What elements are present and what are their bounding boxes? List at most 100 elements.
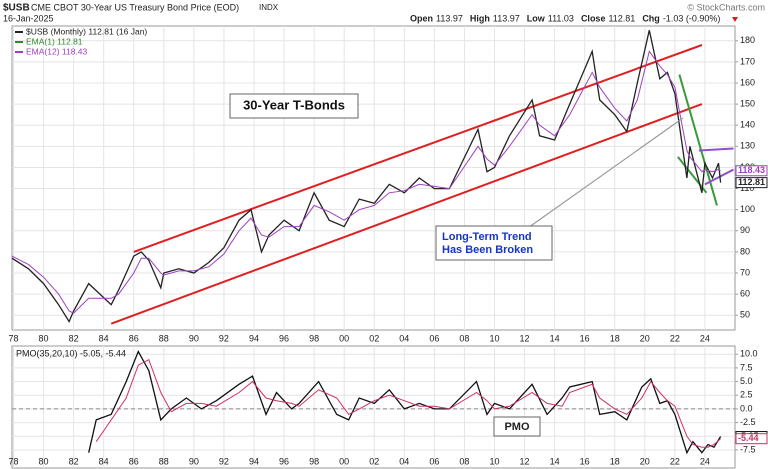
ohlc-label: Chg — [642, 13, 660, 23]
x-tick-label: 96 — [279, 333, 289, 343]
y-tick-label: 140 — [740, 120, 755, 130]
y-tick-label: -7.5 — [740, 444, 756, 454]
x-tick-label: 80 — [39, 333, 49, 343]
price-panel — [11, 25, 736, 331]
y-tick-label: 90 — [740, 225, 750, 235]
y-tick-label: 160 — [740, 77, 755, 87]
annotation: 30-Year T-Bonds — [243, 97, 345, 112]
y-tick-label: 7.5 — [740, 362, 753, 372]
x-tick-label: 16 — [580, 456, 590, 466]
x-tick-label: 00 — [339, 333, 349, 343]
y-tick-label: 100 — [740, 204, 755, 214]
x-tick-label: 86 — [129, 333, 139, 343]
y-tick-label: 180 — [740, 35, 755, 45]
annotation: Has Been Broken — [442, 244, 533, 256]
x-tick-label: 92 — [219, 333, 229, 343]
trend-line — [110, 103, 703, 325]
x-tick-label: 92 — [219, 456, 229, 466]
x-tick-label: 06 — [429, 456, 439, 466]
y-tick-label: -2.5 — [740, 417, 756, 427]
x-tick-label: 08 — [459, 333, 469, 343]
x-tick-label: 78 — [8, 456, 18, 466]
annotation-box — [229, 93, 359, 119]
x-tick-label: 10 — [489, 333, 499, 343]
ohlc-row: Open 113.97 High 113.97 Low 111.03 Close 112.81… — [410, 13, 720, 23]
x-tick-label: 86 — [129, 456, 139, 466]
annotation: PMO — [504, 421, 530, 433]
pointer-line — [524, 117, 684, 231]
chart-title: CME CBOT 30-Year US Treasury Bond Price … — [31, 2, 239, 12]
x-tick-label: 10 — [489, 456, 499, 466]
x-tick-label: 84 — [99, 456, 109, 466]
symbol: $USB — [3, 3, 30, 14]
y-tick-label: 5.0 — [740, 376, 753, 386]
x-tick-label: 82 — [69, 456, 79, 466]
x-tick-label: 02 — [369, 333, 379, 343]
y-tick-label: 2.5 — [740, 390, 753, 400]
x-tick-label: 90 — [189, 456, 199, 466]
x-tick-label: 14 — [550, 333, 560, 343]
trend-line — [704, 168, 734, 186]
ohlc-value: 113.97 — [493, 13, 520, 23]
credit: © StockCharts.com — [687, 2, 765, 12]
x-tick-label: 20 — [640, 456, 650, 466]
last-value-box — [735, 165, 768, 177]
y-tick-label: 130 — [740, 141, 755, 151]
x-tick-label: 22 — [670, 333, 680, 343]
x-tick-label: 12 — [520, 333, 530, 343]
x-tick-label: 24 — [700, 456, 710, 466]
ohlc-value: -1.03 (-0.90%) — [663, 13, 721, 23]
date: 16-Jan-2025 — [3, 13, 54, 23]
x-tick-label: 80 — [39, 456, 49, 466]
ohlc-label: Close — [581, 13, 606, 23]
panel-title: PMO(35,20,10) -5.05, -5.44 — [16, 348, 126, 358]
legend-label: $USB (Monthly) 112.81 (16 Jan) — [26, 26, 147, 36]
last-value-label: -5.44 — [738, 433, 759, 443]
pmo-panel — [11, 345, 736, 469]
y-tick-label: 150 — [740, 98, 755, 108]
x-tick-label: 96 — [279, 456, 289, 466]
legend-label: EMA(12) 118.43 — [26, 46, 88, 56]
last-value-box — [735, 177, 768, 189]
x-tick-label: 02 — [369, 456, 379, 466]
x-tick-label: 94 — [249, 456, 259, 466]
y-tick-label: 80 — [740, 246, 750, 256]
ohlc-value: 111.03 — [548, 13, 574, 23]
ohlc-label: Open — [410, 13, 433, 23]
x-tick-label: 94 — [249, 333, 259, 343]
x-tick-label: 78 — [8, 333, 18, 343]
trend-line — [678, 74, 718, 206]
last-value-label: 118.43 — [738, 165, 765, 175]
legend-label: EMA(1) 112.81 — [26, 36, 83, 46]
x-tick-label: 18 — [610, 333, 620, 343]
y-tick-label: 0.0 — [740, 403, 753, 413]
x-tick-label: 04 — [399, 456, 409, 466]
x-tick-label: 82 — [69, 333, 79, 343]
exchange: INDX — [259, 3, 279, 12]
trend-line — [698, 147, 734, 152]
x-tick-label: 88 — [159, 333, 169, 343]
last-value-box — [735, 433, 768, 445]
x-tick-label: 00 — [339, 456, 349, 466]
x-tick-label: 12 — [520, 456, 530, 466]
x-tick-label: 88 — [159, 456, 169, 466]
ohlc-label: High — [470, 13, 490, 23]
y-tick-label: 70 — [740, 267, 750, 277]
down-arrow — [732, 17, 738, 22]
x-tick-label: 22 — [670, 456, 680, 466]
series-line — [95, 358, 721, 448]
ohlc-label: Low — [527, 13, 546, 23]
annotation-box — [493, 416, 541, 437]
ohlc-value: 113.97 — [436, 13, 463, 23]
series-line — [11, 30, 722, 324]
x-tick-label: 08 — [459, 456, 469, 466]
y-tick-label: 50 — [740, 310, 750, 320]
x-tick-label: 24 — [700, 333, 710, 343]
ohlc-value: 112.81 — [608, 13, 635, 23]
trend-line — [133, 44, 703, 253]
x-tick-label: 84 — [99, 333, 109, 343]
x-tick-label: 20 — [640, 333, 650, 343]
